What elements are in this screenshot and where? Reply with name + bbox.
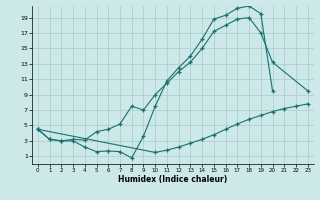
X-axis label: Humidex (Indice chaleur): Humidex (Indice chaleur)	[118, 175, 228, 184]
